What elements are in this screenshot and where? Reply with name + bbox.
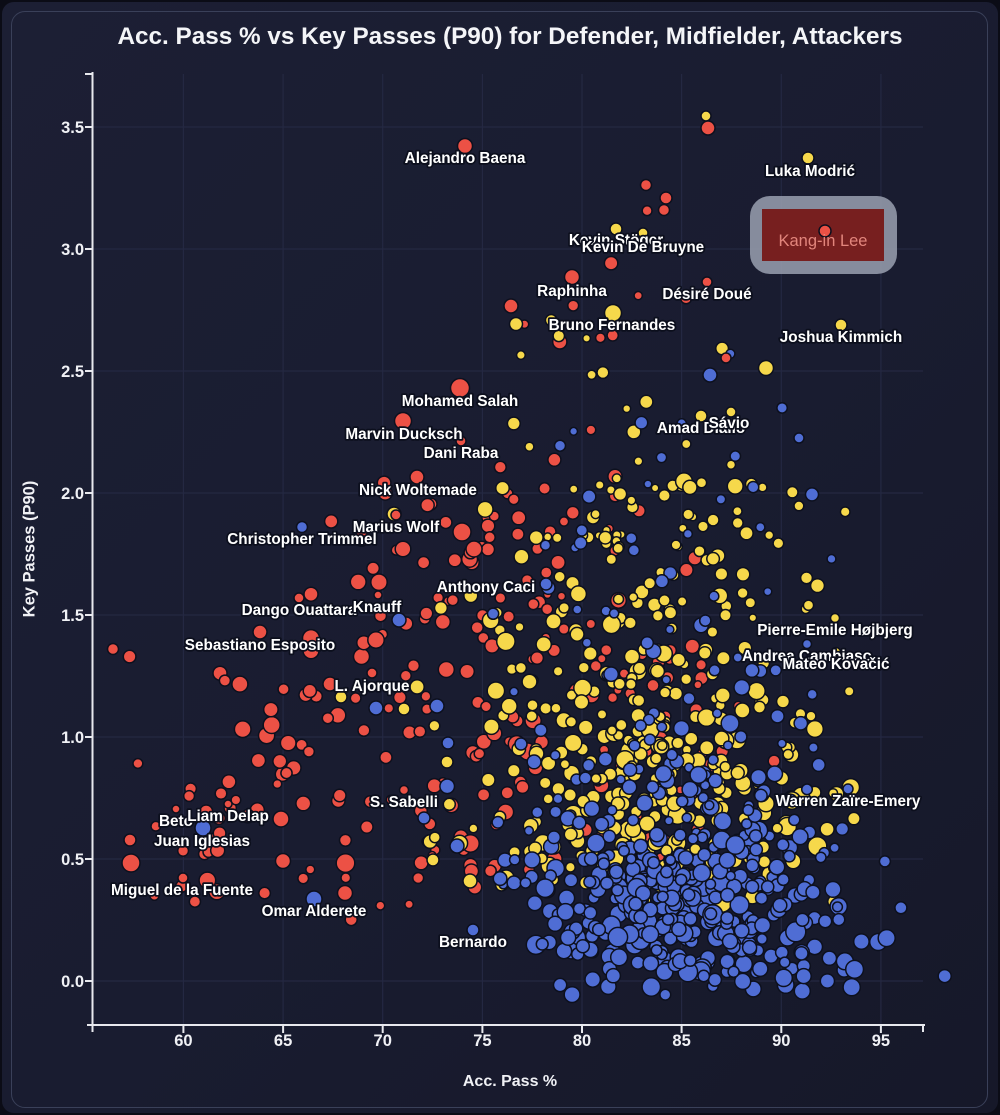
svg-text:Luka Modrić: Luka Modrić bbox=[765, 163, 856, 180]
svg-text:Beto: Beto bbox=[159, 813, 193, 830]
svg-text:Nick Woltemade: Nick Woltemade bbox=[359, 482, 477, 499]
svg-text:Acc. Pass %: Acc. Pass % bbox=[463, 1073, 557, 1090]
svg-text:1.0: 1.0 bbox=[61, 729, 84, 747]
svg-text:Kang-in Lee: Kang-in Lee bbox=[779, 232, 868, 250]
svg-text:Raphinha: Raphinha bbox=[537, 283, 607, 300]
svg-text:Mohamed Salah: Mohamed Salah bbox=[402, 393, 518, 410]
svg-text:Kevin De Bruyne: Kevin De Bruyne bbox=[582, 239, 704, 256]
svg-text:80: 80 bbox=[573, 1032, 591, 1050]
svg-text:Marius Wolf: Marius Wolf bbox=[353, 519, 440, 536]
svg-text:Alejandro Baena: Alejandro Baena bbox=[405, 150, 526, 167]
svg-text:Knauff: Knauff bbox=[353, 599, 402, 616]
svg-text:Dani Raba: Dani Raba bbox=[424, 445, 499, 462]
svg-text:Warren Zaïre-Emery: Warren Zaïre-Emery bbox=[776, 793, 921, 810]
svg-text:0.0: 0.0 bbox=[61, 973, 84, 991]
svg-text:75: 75 bbox=[473, 1032, 491, 1050]
svg-text:S. Sabelli: S. Sabelli bbox=[370, 794, 438, 811]
svg-text:3.0: 3.0 bbox=[61, 241, 84, 259]
svg-text:Omar Alderete: Omar Alderete bbox=[262, 903, 367, 920]
svg-text:Bruno Fernandes: Bruno Fernandes bbox=[549, 317, 676, 334]
svg-text:60: 60 bbox=[174, 1032, 192, 1050]
svg-text:Dango Ouattara: Dango Ouattara bbox=[242, 602, 357, 619]
svg-text:Joshua Kimmich: Joshua Kimmich bbox=[780, 329, 902, 346]
svg-text:3.5: 3.5 bbox=[61, 119, 84, 137]
svg-text:Christopher Trimmel: Christopher Trimmel bbox=[227, 531, 377, 548]
svg-text:Amad Diallo: Amad Diallo bbox=[657, 420, 745, 437]
svg-text:L. Ajorque: L. Ajorque bbox=[334, 678, 409, 695]
svg-text:2.0: 2.0 bbox=[61, 485, 84, 503]
svg-text:Key Passes (P90): Key Passes (P90) bbox=[21, 481, 39, 618]
svg-text:Liam Delap: Liam Delap bbox=[187, 808, 269, 825]
svg-text:1.5: 1.5 bbox=[61, 607, 84, 625]
svg-text:Bernardo: Bernardo bbox=[439, 934, 507, 951]
svg-text:Sebastiano Esposito: Sebastiano Esposito bbox=[185, 637, 335, 654]
svg-text:85: 85 bbox=[672, 1032, 690, 1050]
svg-text:Sávio: Sávio bbox=[709, 415, 750, 432]
svg-text:Kevin Stöger: Kevin Stöger bbox=[569, 232, 663, 249]
svg-text:Marvin Ducksch: Marvin Ducksch bbox=[345, 426, 462, 443]
svg-text:Anthony Caci: Anthony Caci bbox=[437, 579, 536, 596]
svg-text:Andrea Cambiaso: Andrea Cambiaso bbox=[742, 648, 872, 665]
svg-text:65: 65 bbox=[274, 1032, 292, 1050]
svg-text:95: 95 bbox=[872, 1032, 890, 1050]
svg-text:90: 90 bbox=[772, 1032, 790, 1050]
svg-text:Mateo Kovačić: Mateo Kovačić bbox=[782, 656, 890, 673]
svg-text:70: 70 bbox=[374, 1032, 392, 1050]
svg-text:Désiré Doué: Désiré Doué bbox=[662, 286, 751, 303]
svg-text:2.5: 2.5 bbox=[61, 363, 84, 381]
svg-text:Acc. Pass % vs Key Passes (P90: Acc. Pass % vs Key Passes (P90) for Defe… bbox=[117, 23, 902, 50]
svg-text:Miguel de la Fuente: Miguel de la Fuente bbox=[111, 882, 253, 899]
svg-text:0.5: 0.5 bbox=[61, 851, 84, 869]
svg-text:Pierre-Emile Højbjerg: Pierre-Emile Højbjerg bbox=[757, 622, 913, 639]
svg-text:Juan Iglesias: Juan Iglesias bbox=[154, 833, 250, 850]
